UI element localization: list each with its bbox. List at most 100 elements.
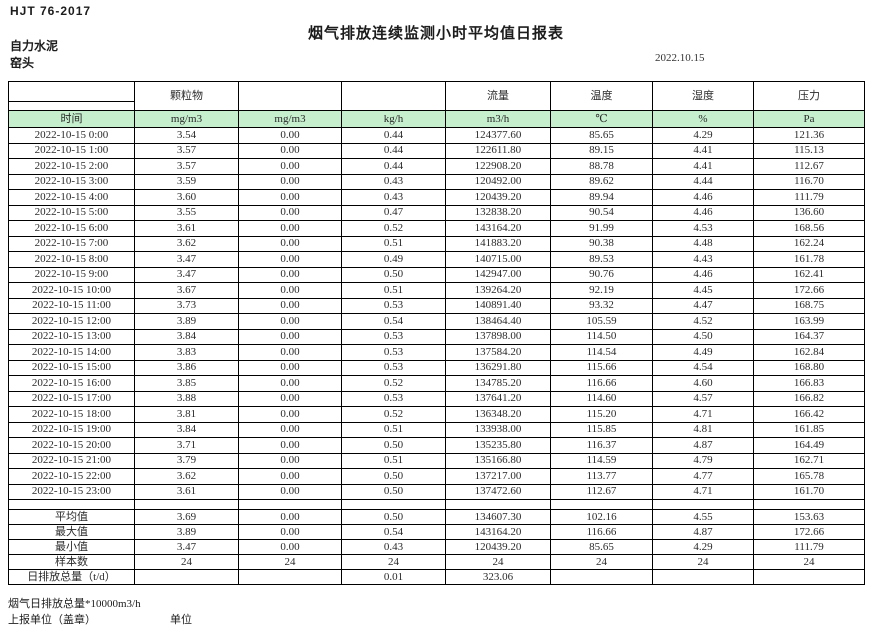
value-cell: 4.71 bbox=[652, 406, 754, 423]
value-cell: 0.00 bbox=[238, 359, 342, 376]
value-cell: 166.82 bbox=[753, 390, 865, 407]
value-cell: 0.00 bbox=[238, 452, 342, 469]
value-cell: 3.54 bbox=[134, 127, 239, 144]
spacer-cell bbox=[652, 499, 754, 510]
value-cell: 4.46 bbox=[652, 189, 754, 206]
value-cell: 162.71 bbox=[753, 452, 865, 469]
value-cell: 0.00 bbox=[238, 406, 342, 423]
spacer-cell bbox=[8, 499, 135, 510]
row-label-cell: 样本数 bbox=[8, 554, 135, 570]
value-cell: 111.79 bbox=[753, 189, 865, 206]
unit-label: 单位 bbox=[170, 614, 192, 626]
value-cell: 164.37 bbox=[753, 328, 865, 345]
value-cell: 0.51 bbox=[341, 282, 446, 299]
value-cell: 162.24 bbox=[753, 235, 865, 252]
value-cell: 166.42 bbox=[753, 406, 865, 423]
value-cell: 4.79 bbox=[652, 452, 754, 469]
table-row: 2022-10-15 10:00 3.67 0.00 0.51 139264.20 92.… bbox=[8, 282, 865, 299]
value-cell: 4.54 bbox=[652, 359, 754, 376]
value-cell: 89.53 bbox=[550, 251, 653, 268]
value-cell: 0.00 bbox=[238, 142, 342, 159]
value-cell: 116.66 bbox=[550, 375, 653, 392]
value-cell: 24 bbox=[134, 554, 239, 570]
value-cell: 3.86 bbox=[134, 359, 239, 376]
value-cell: 136291.80 bbox=[445, 359, 551, 376]
table-row: 样本数 24 24 24 24 24 24 24 bbox=[8, 554, 865, 570]
value-cell: 0.50 bbox=[341, 468, 446, 485]
value-cell: 0.51 bbox=[341, 235, 446, 252]
value-cell: 0.53 bbox=[341, 297, 446, 314]
row-label-cell: 2022-10-15 16:00 bbox=[8, 375, 135, 392]
row-label-cell: 2022-10-15 6:00 bbox=[8, 220, 135, 237]
value-cell: 114.54 bbox=[550, 344, 653, 361]
value-cell: 90.54 bbox=[550, 204, 653, 221]
value-cell: 3.84 bbox=[134, 328, 239, 345]
value-cell: 4.44 bbox=[652, 173, 754, 190]
value-cell: 115.13 bbox=[753, 142, 865, 159]
value-cell: 162.84 bbox=[753, 344, 865, 361]
value-cell: 138464.40 bbox=[445, 313, 551, 330]
value-cell: 24 bbox=[753, 554, 865, 570]
value-cell: 0.51 bbox=[341, 421, 446, 438]
table-row: 2022-10-15 4:00 3.60 0.00 0.43 120439.20 89.9… bbox=[8, 189, 865, 206]
value-cell: 0.00 bbox=[238, 282, 342, 299]
spacer-row bbox=[8, 499, 865, 510]
value-cell: 102.16 bbox=[550, 509, 653, 525]
row-label-cell: 2022-10-15 9:00 bbox=[8, 266, 135, 283]
value-cell: 122611.80 bbox=[445, 142, 551, 159]
value-cell: 137217.00 bbox=[445, 468, 551, 485]
value-cell: 4.48 bbox=[652, 235, 754, 252]
value-cell: 143164.20 bbox=[445, 220, 551, 237]
value-cell: 113.77 bbox=[550, 468, 653, 485]
value-cell: 88.78 bbox=[550, 158, 653, 175]
value-cell: 133938.00 bbox=[445, 421, 551, 438]
value-cell: 3.88 bbox=[134, 390, 239, 407]
value-cell: 4.46 bbox=[652, 266, 754, 283]
value-cell: 3.89 bbox=[134, 313, 239, 330]
spacer-cell bbox=[550, 499, 653, 510]
value-cell: 120439.20 bbox=[445, 539, 551, 555]
value-cell: 0.00 bbox=[238, 509, 342, 525]
value-cell: 3.60 bbox=[134, 189, 239, 206]
value-cell: 93.32 bbox=[550, 297, 653, 314]
value-cell: 135235.80 bbox=[445, 437, 551, 454]
value-cell: 4.71 bbox=[652, 483, 754, 500]
value-cell: 24 bbox=[550, 554, 653, 570]
value-cell: 134785.20 bbox=[445, 375, 551, 392]
value-cell: 85.65 bbox=[550, 127, 653, 144]
value-cell: 0.50 bbox=[341, 483, 446, 500]
value-cell: 116.70 bbox=[753, 173, 865, 190]
unit-mg-m3-1: mg/m3 bbox=[134, 110, 239, 128]
value-cell: 0.49 bbox=[341, 251, 446, 268]
page-title: 烟气排放连续监测小时平均值日报表 bbox=[307, 25, 564, 42]
unit-celsius: ℃ bbox=[550, 110, 653, 128]
value-cell: 0.00 bbox=[238, 390, 342, 407]
value-cell bbox=[550, 569, 653, 585]
header-particulate-blank-1 bbox=[238, 81, 342, 111]
row-label-cell: 2022-10-15 22:00 bbox=[8, 468, 135, 485]
value-cell: 3.59 bbox=[134, 173, 239, 190]
reporting-unit-seal-label: 上报单位（盖章） bbox=[8, 614, 96, 626]
value-cell: 120492.00 bbox=[445, 173, 551, 190]
value-cell: 0.00 bbox=[238, 468, 342, 485]
value-cell: 3.55 bbox=[134, 204, 239, 221]
value-cell: 89.62 bbox=[550, 173, 653, 190]
table-row: 2022-10-15 16:00 3.85 0.00 0.52 134785.20 116… bbox=[8, 375, 865, 392]
row-label-cell: 2022-10-15 8:00 bbox=[8, 251, 135, 268]
value-cell: 137472.60 bbox=[445, 483, 551, 500]
table-row: 2022-10-15 22:00 3.62 0.00 0.50 137217.00 113… bbox=[8, 468, 865, 485]
unit-m3-h: m3/h bbox=[445, 110, 551, 128]
row-label-cell: 2022-10-15 14:00 bbox=[8, 344, 135, 361]
table-row: 2022-10-15 20:00 3.71 0.00 0.50 135235.80 116… bbox=[8, 437, 865, 454]
spacer-cell bbox=[445, 499, 551, 510]
row-label-cell: 2022-10-15 18:00 bbox=[8, 406, 135, 423]
value-cell: 0.50 bbox=[341, 509, 446, 525]
unit-kg-h: kg/h bbox=[341, 110, 446, 128]
value-cell: 0.51 bbox=[341, 452, 446, 469]
value-cell bbox=[134, 569, 239, 585]
value-cell: 114.50 bbox=[550, 328, 653, 345]
header-corner-cell-top bbox=[8, 81, 135, 102]
header-corner-cell-bottom bbox=[8, 101, 135, 111]
value-cell: 3.69 bbox=[134, 509, 239, 525]
table-row: 2022-10-15 2:00 3.57 0.00 0.44 122908.20 88.7… bbox=[8, 158, 865, 175]
